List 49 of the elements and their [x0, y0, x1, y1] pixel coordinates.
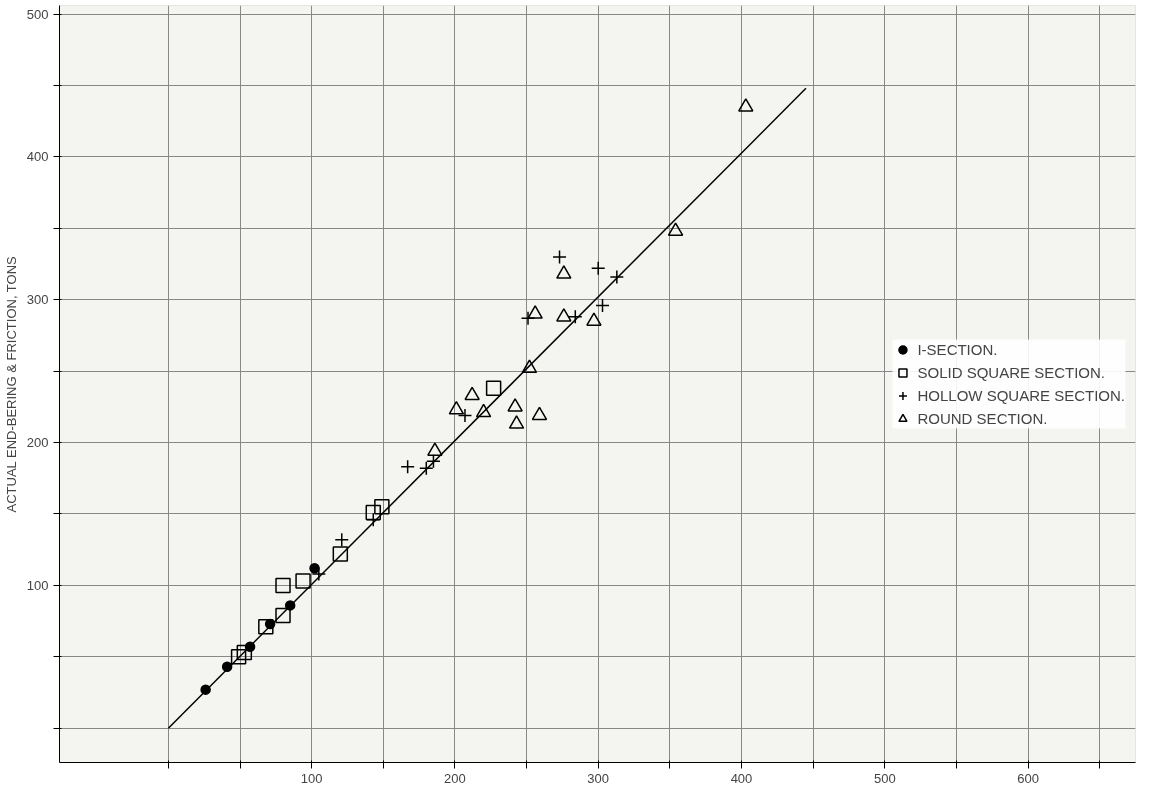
point	[556, 308, 572, 322]
point	[236, 644, 253, 661]
point	[427, 442, 443, 456]
x-tick-label: 400	[730, 770, 753, 786]
x-tick-label: 600	[1017, 770, 1039, 786]
legend-label: ROUND SECTION.	[917, 409, 1048, 427]
y-tick-label: 200	[26, 435, 49, 451]
y-tick-label: 400	[26, 149, 49, 165]
point	[258, 619, 274, 635]
point	[275, 577, 291, 594]
point	[531, 406, 548, 421]
y-tick-label: 500	[26, 6, 49, 22]
point	[374, 499, 390, 515]
point	[230, 649, 247, 665]
y-tick-label: 300	[26, 292, 49, 308]
point	[552, 249, 567, 265]
x-tick-label: 500	[873, 770, 896, 786]
point	[275, 607, 291, 624]
point	[475, 403, 492, 418]
legend-label: HOLLOW SQUARE SECTION.	[917, 386, 1125, 404]
legend-label: I-SECTION.	[917, 340, 998, 358]
point	[521, 359, 538, 374]
point	[508, 415, 525, 429]
y-axis-title: ACTUAL END-BERING & FRICTION, TONS	[3, 255, 19, 513]
legend-label: SOLID SQUARE SECTION.	[917, 363, 1105, 381]
point	[457, 408, 473, 423]
point	[448, 400, 465, 415]
point	[609, 269, 625, 285]
point	[556, 265, 572, 279]
x-tick-label: 200	[444, 770, 466, 786]
point	[295, 573, 311, 589]
point	[586, 312, 602, 326]
x-tick-label: 100	[300, 770, 323, 786]
point	[400, 459, 415, 475]
point	[311, 566, 327, 582]
y-tick-label: 100	[26, 577, 49, 593]
point	[527, 305, 543, 319]
point	[667, 222, 684, 236]
point	[595, 298, 610, 313]
point	[568, 309, 583, 325]
point	[485, 380, 502, 397]
point	[590, 261, 606, 276]
point	[738, 98, 754, 112]
x-tick-label: 300	[587, 770, 610, 786]
point	[334, 532, 349, 547]
point	[464, 386, 480, 401]
point	[332, 546, 349, 562]
point	[365, 504, 382, 521]
point	[507, 398, 523, 412]
